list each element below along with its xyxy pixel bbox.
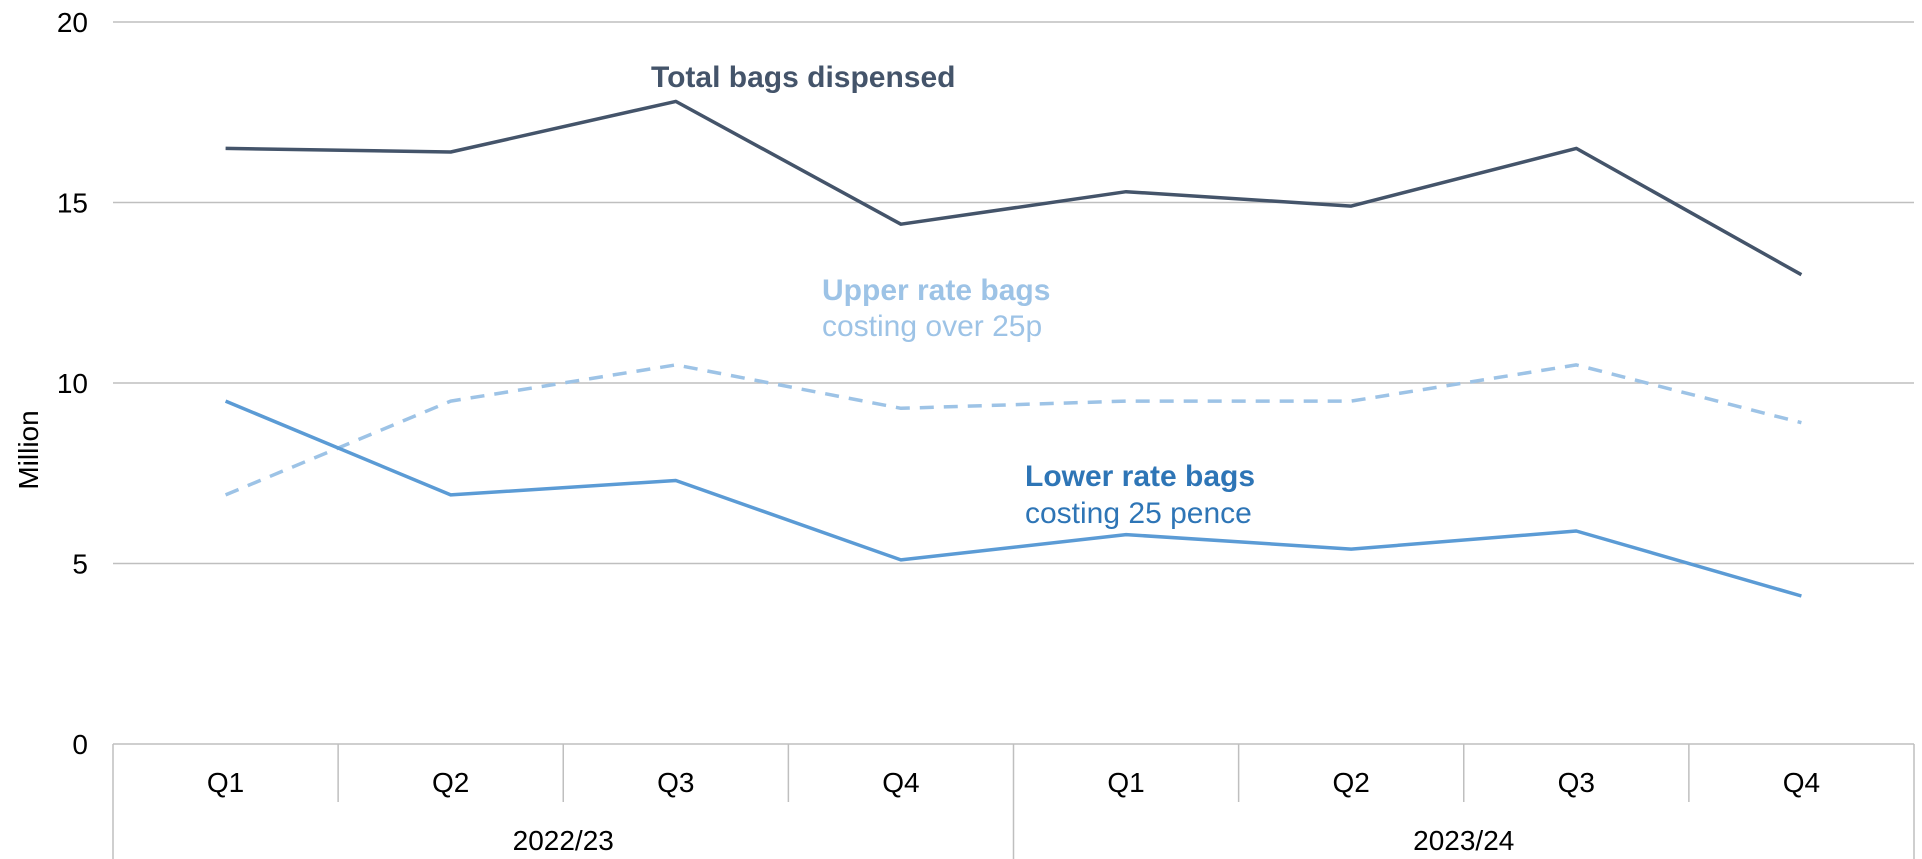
x-group-label: 2022/23 xyxy=(513,825,614,856)
series-line-lower xyxy=(224,399,1802,598)
series-lines xyxy=(224,99,1803,598)
lower-series-sublabel: costing 25 pence xyxy=(1025,497,1252,530)
x-tick-label: Q1 xyxy=(207,767,244,798)
x-tick-label: Q2 xyxy=(1333,767,1370,798)
x-tick-label: Q4 xyxy=(1783,767,1820,798)
x-group-label: 2023/24 xyxy=(1413,825,1514,856)
x-tick-label: Q4 xyxy=(882,767,919,798)
x-tick-label: Q3 xyxy=(657,767,694,798)
gridlines xyxy=(113,21,1914,565)
y-tick-label: 10 xyxy=(57,368,88,399)
x-tick-label: Q2 xyxy=(432,767,469,798)
y-tick-label: 0 xyxy=(72,729,88,760)
y-tick-label: 15 xyxy=(57,188,88,219)
x-tick-label: Q1 xyxy=(1107,767,1144,798)
series-line-total xyxy=(225,99,1803,277)
upper-series-sublabel: costing over 25p xyxy=(822,310,1042,343)
x-axis: Q1 Q2 Q3 Q4 Q1 Q2 Q3 Q4 2022/23 2023/24 xyxy=(112,743,1915,859)
y-tick-label: 20 xyxy=(57,7,88,38)
lower-series-label: Lower rate bags xyxy=(1025,460,1255,493)
y-tick-label: 5 xyxy=(72,549,88,580)
y-axis-label: Million xyxy=(13,410,44,489)
series-line-upper xyxy=(224,363,1802,497)
upper-series-label: Upper rate bags xyxy=(822,274,1050,307)
y-axis-ticks: 0 5 10 15 20 xyxy=(57,7,88,760)
x-tick-label: Q3 xyxy=(1558,767,1595,798)
total-series-label: Total bags dispensed xyxy=(651,61,956,94)
